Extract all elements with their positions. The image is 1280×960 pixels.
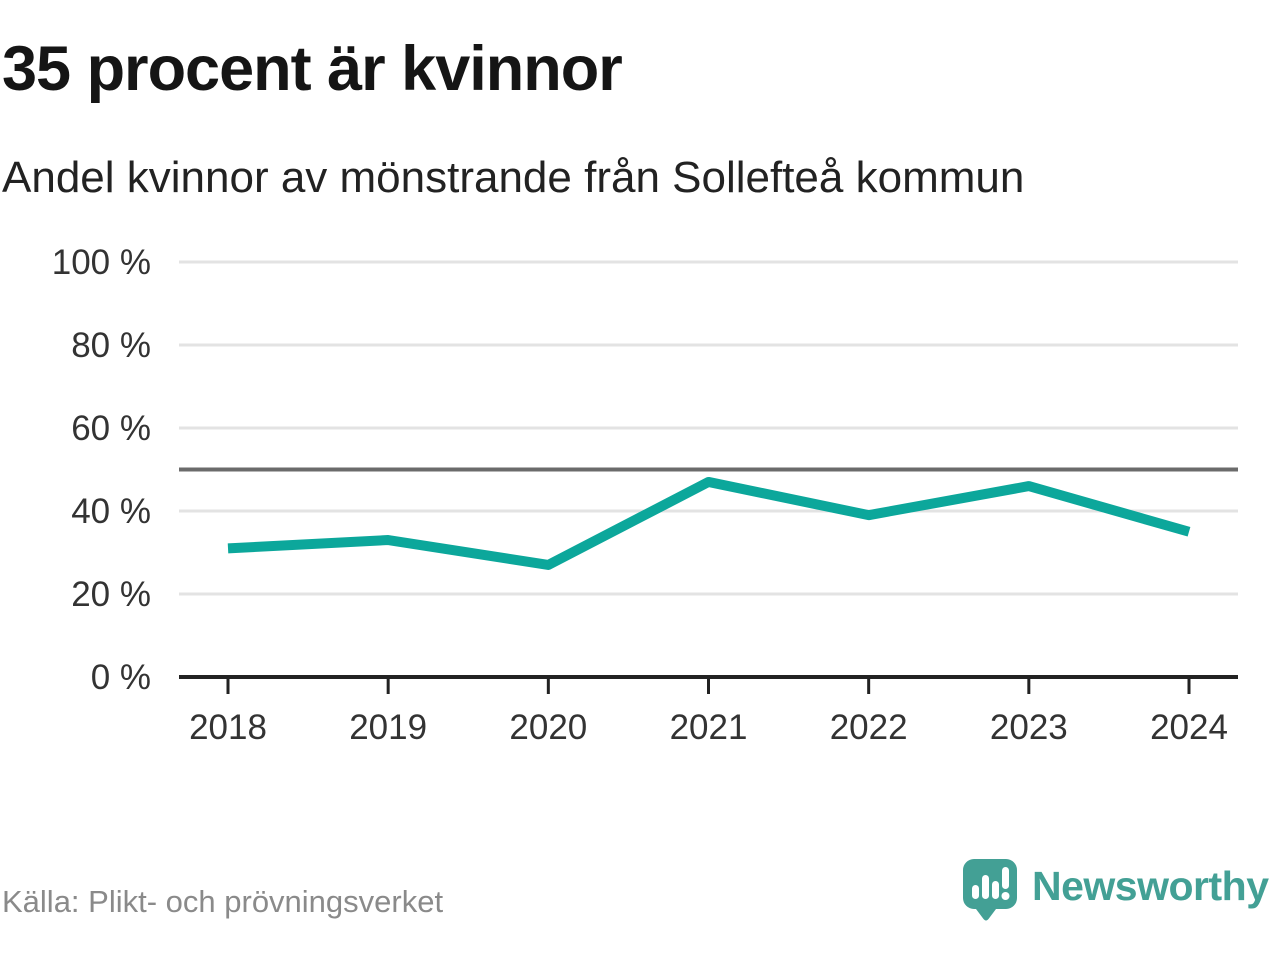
x-tick-label: 2023	[990, 708, 1068, 747]
y-tick-label: 40 %	[71, 492, 151, 531]
chart-title: 35 procent är kvinnor	[2, 34, 623, 104]
x-tick-label: 2021	[670, 708, 748, 747]
x-tick-label: 2020	[509, 708, 587, 747]
y-tick-label: 60 %	[71, 409, 151, 448]
newsworthy-logo-text: Newsworthy	[1032, 863, 1269, 909]
x-tick-label: 2024	[1150, 708, 1228, 747]
chart-subtitle: Andel kvinnor av mönstrande från Solleft…	[2, 153, 1025, 202]
y-tick-label: 0 %	[91, 658, 151, 697]
newsworthy-logo: Newsworthy	[962, 858, 1269, 922]
newsworthy-logo-icon	[963, 859, 1017, 921]
y-tick-label: 80 %	[71, 326, 151, 365]
x-tick-label: 2019	[349, 708, 427, 747]
source-note: Källa: Plikt- och prövningsverket	[2, 884, 444, 919]
x-tick-label: 2022	[830, 708, 908, 747]
x-tick-label: 2018	[189, 708, 267, 747]
data-line	[227, 476, 1191, 570]
y-tick-label: 20 %	[71, 575, 151, 614]
y-tick-label: 100 %	[52, 243, 151, 282]
